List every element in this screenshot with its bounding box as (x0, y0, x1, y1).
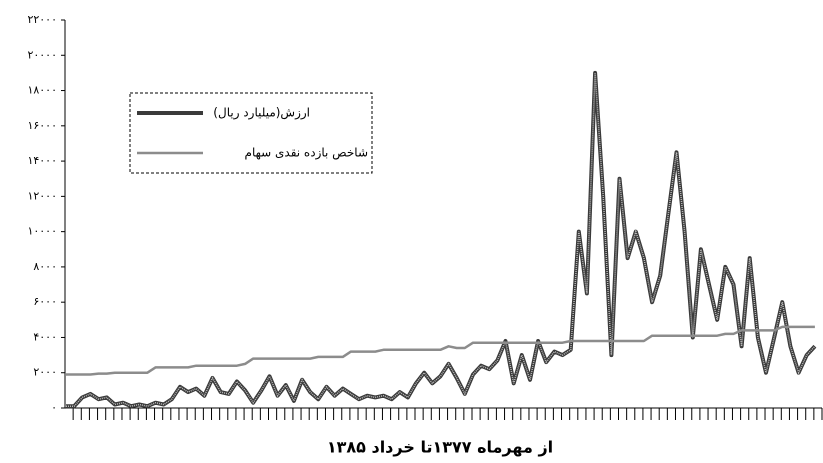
series-texture (66, 72, 816, 407)
y-tick-label: ۲۰۰۰ (33, 366, 57, 379)
y-tick-label: ۲۲۰۰۰ (27, 13, 57, 26)
y-tick-label: ۱۸۰۰۰ (27, 84, 57, 97)
y-tick-label: ۸۰۰۰ (33, 260, 57, 273)
legend-box (129, 92, 373, 174)
y-tick-label: ۶۰۰۰ (33, 295, 57, 308)
legend-label: ارزش(میلیارد ریال) (213, 106, 310, 121)
chart-title: از مهرماه ۱۳۷۷تا خرداد ۱۳۸۵ (327, 438, 553, 457)
y-tick-label: ۱۲۰۰۰ (27, 189, 57, 202)
y-tick-label: ۱۰۰۰۰ (27, 225, 57, 238)
y-tick-label: ۴۰۰۰ (33, 330, 57, 343)
y-tick-label: ۲۰۰۰۰ (27, 48, 57, 61)
series-line (66, 325, 815, 376)
legend-label: شاخص بازده نقدی سهام (245, 146, 368, 161)
series-line (66, 70, 817, 409)
y-tick-label: ۰ (51, 401, 57, 414)
y-tick-label: ۱۶۰۰۰ (27, 119, 57, 132)
y-tick-label: ۱۴۰۰۰ (27, 154, 57, 167)
